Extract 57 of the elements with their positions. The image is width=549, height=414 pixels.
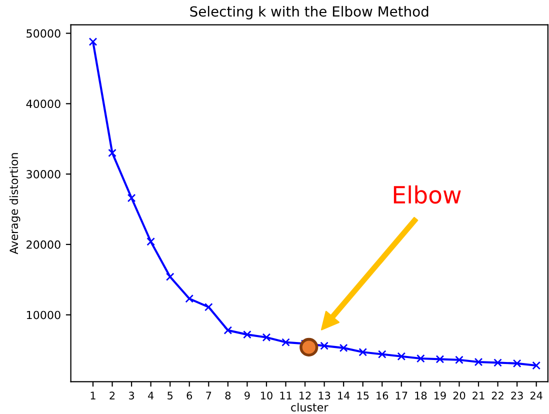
point — [185, 294, 194, 303]
x-tick-label: 10 — [260, 392, 272, 400]
point — [455, 356, 464, 364]
x-tick-label: 9 — [244, 392, 250, 400]
point — [358, 348, 368, 356]
point — [532, 361, 541, 370]
point — [282, 338, 290, 346]
x-tick-label: 20 — [453, 392, 466, 400]
point — [494, 358, 502, 367]
x-tick-label: 11 — [280, 392, 292, 400]
y-tick-label: 50000 — [26, 29, 60, 38]
y-tick-label: 10000 — [26, 310, 60, 320]
point — [243, 330, 252, 339]
point — [88, 38, 98, 46]
x-tick-label: 14 — [338, 392, 350, 400]
x-tick-label: 7 — [206, 392, 212, 400]
point — [108, 148, 116, 158]
x-tick-label: 19 — [434, 392, 446, 400]
x-tick-label: 1 — [90, 392, 96, 400]
point — [146, 237, 155, 246]
x-tick-label: 17 — [396, 392, 408, 400]
x-tick-label: 18 — [415, 392, 427, 400]
point — [262, 333, 271, 342]
x-tick-label: 2 — [110, 392, 115, 400]
point — [436, 355, 444, 364]
x-tick-label: 22 — [492, 392, 504, 400]
point — [512, 359, 522, 368]
x-tick-label: 16 — [376, 392, 388, 400]
y-axis-title: Average distortion — [9, 153, 20, 254]
x-tick-label: 24 — [530, 392, 542, 400]
x-tick-label: 4 — [148, 392, 154, 400]
point — [224, 326, 232, 334]
x-tick-label: 8 — [225, 392, 231, 400]
x-tick-label: 12 — [300, 392, 311, 400]
x-tick-label: 3 — [129, 392, 134, 400]
point — [320, 342, 328, 350]
y-tick-label: 40000 — [26, 100, 60, 108]
chart-title: Selecting k with the Elbow Method — [190, 6, 428, 20]
x-tick-label: 23 — [511, 392, 523, 400]
x-axis-title: cluster — [291, 402, 328, 412]
x-tick-label: 21 — [472, 392, 484, 400]
point — [300, 338, 318, 357]
x-tick-label: 6 — [186, 392, 192, 400]
annotation: Elbow — [394, 185, 461, 204]
point — [204, 302, 213, 312]
point — [127, 194, 136, 202]
y-tick-label: 20000 — [26, 240, 60, 249]
point — [416, 354, 425, 363]
point — [397, 352, 406, 361]
y-tick-label: 30000 — [26, 170, 60, 178]
x-tick-label: 15 — [357, 392, 369, 400]
point — [474, 358, 483, 366]
x-tick-label: 13 — [318, 392, 330, 400]
x-tick-label: 5 — [168, 392, 172, 400]
point — [378, 350, 386, 358]
point — [166, 272, 174, 281]
point — [339, 344, 348, 352]
